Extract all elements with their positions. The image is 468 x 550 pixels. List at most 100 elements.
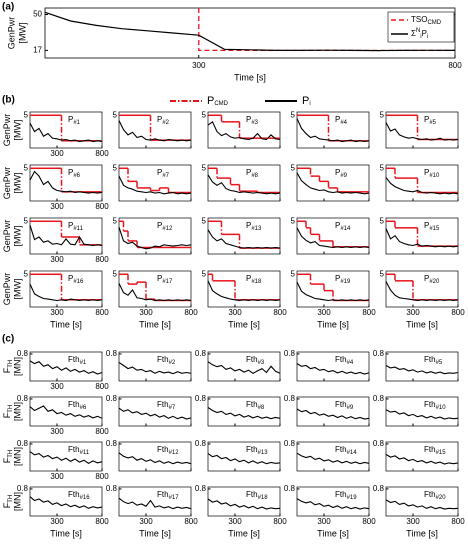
x-tick-label: 300 [50, 382, 64, 391]
y-tick-label: 5 [202, 216, 207, 225]
y-tick-label: 0.8 [17, 349, 29, 358]
legend-label: Pi [302, 95, 311, 107]
text-part: Fth [246, 445, 258, 454]
plot-frame [29, 351, 103, 382]
text-part: P [246, 115, 251, 124]
series-line [207, 120, 281, 141]
series-line [118, 452, 192, 465]
plot-frame [207, 441, 281, 472]
y-axis-unit: [MW] [17, 23, 27, 44]
y-tick-label: 0.8 [284, 439, 296, 448]
panel-title: Fth#15 [424, 445, 446, 455]
series-line [385, 122, 459, 141]
series-line [207, 406, 281, 420]
x-tick-label: 800 [95, 255, 109, 264]
text-part: F [2, 502, 12, 508]
text-part: #13 [258, 450, 269, 456]
panel-title: Fth#19 [335, 490, 357, 500]
text-part: i [420, 34, 421, 40]
y-tick-label: 0.8 [373, 349, 385, 358]
text-part: #7 [162, 173, 169, 179]
text-part: CMD [214, 101, 228, 107]
x-tick-label: 800 [273, 517, 287, 526]
panel-title: P#8 [246, 168, 259, 178]
y-tick-label: 0.8 [106, 394, 118, 403]
plot-frame [296, 111, 370, 149]
series-line [29, 283, 103, 302]
text-part: #18 [251, 279, 262, 285]
text-part: TH [8, 405, 14, 413]
text-part: P [335, 221, 340, 230]
series-line [207, 280, 281, 302]
panel-title: Fth#7 [157, 400, 176, 410]
text-part: Fth [246, 490, 258, 499]
text-part: Fth [246, 400, 258, 409]
y-tick-label: 5 [380, 216, 385, 225]
y-axis-label: GenPwr [2, 220, 12, 253]
text-part: P [207, 95, 214, 107]
panel-title: P#17 [157, 274, 173, 284]
series-line [118, 283, 192, 302]
series-line [29, 496, 103, 509]
text-part: #1 [73, 120, 80, 126]
x-tick-label: 800 [95, 149, 109, 158]
x-tick-label: 300 [50, 517, 64, 526]
plot-frame [29, 217, 103, 255]
plot-frame [385, 351, 459, 382]
plot-frame [385, 111, 459, 149]
text-part: #12 [169, 450, 180, 456]
x-tick-label: 300 [317, 517, 331, 526]
text-part: N [416, 28, 420, 34]
text-part: Fth [424, 355, 436, 364]
text-part: #15 [436, 450, 447, 456]
y-tick-label: 5 [24, 269, 29, 278]
series-line [118, 120, 192, 142]
text-part: #5 [429, 120, 436, 126]
panel-title: P#9 [335, 168, 348, 178]
text-part: P [422, 29, 427, 38]
x-tick-label: 300 [50, 149, 64, 158]
series-line [29, 451, 103, 464]
x-axis-label: Time [s] [139, 528, 171, 538]
panel-title: Fth#8 [246, 400, 265, 410]
text-part: GenPwr [2, 220, 12, 253]
text-part: #9 [347, 405, 354, 411]
y-tick-label: 5 [202, 269, 207, 278]
y-tick-label: 0.8 [284, 349, 296, 358]
plot-frame [385, 396, 459, 427]
x-axis-label: Time [s] [228, 528, 260, 538]
y-tick-label: 5 [380, 110, 385, 119]
legend-label: ΣNiPi [411, 28, 428, 40]
series-line [44, 11, 456, 52]
y-axis-label: GenPwr [2, 114, 12, 147]
y-tick-label: 0.8 [284, 484, 296, 493]
y-axis-label: GenPwr [2, 167, 12, 200]
series-line [296, 363, 370, 375]
text-part: P [246, 274, 251, 283]
x-tick-label: 300 [228, 517, 242, 526]
y-axis-unit: [MN] [12, 492, 22, 511]
text-part: #14 [340, 226, 351, 232]
text-part: i [309, 101, 310, 107]
panel-title: P#15 [424, 221, 440, 231]
series-line [29, 122, 103, 143]
panel-title: Fth#9 [335, 400, 354, 410]
plot-frame [29, 486, 103, 517]
panel-title: Fth#16 [68, 490, 90, 500]
text-part: P [424, 274, 429, 283]
series-line [385, 228, 459, 248]
x-axis-label: Time [s] [406, 319, 438, 329]
panel-title: P#5 [424, 115, 437, 125]
text-part: P [68, 221, 73, 230]
y-axis-unit: [MN] [12, 357, 22, 376]
plot-frame [385, 486, 459, 517]
plot-frame [207, 351, 281, 382]
text-part: Fth [157, 490, 169, 499]
y-tick-label: 0.8 [17, 439, 29, 448]
text-part: TH [8, 360, 14, 368]
panel-title: Fth#4 [335, 355, 354, 365]
series-line [385, 365, 459, 375]
text-part: i [427, 34, 428, 40]
series-line [29, 360, 103, 375]
plot-frame [296, 270, 370, 308]
